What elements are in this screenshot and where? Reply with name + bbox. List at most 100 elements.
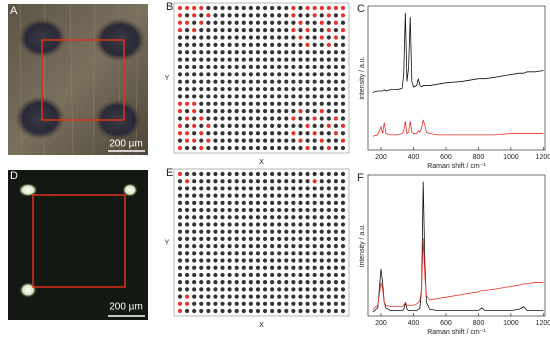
grid-dot xyxy=(270,294,275,299)
grid-dot xyxy=(227,5,232,11)
grid-dot xyxy=(177,57,183,62)
red-dot xyxy=(177,301,183,306)
grid-dot xyxy=(326,244,331,249)
grid-dot xyxy=(248,109,253,114)
grid-dot xyxy=(220,287,225,292)
grid-dot xyxy=(248,138,253,143)
red-dot xyxy=(319,20,324,25)
grid-dot xyxy=(220,258,225,263)
grid-dot xyxy=(340,94,346,99)
grid-dot xyxy=(241,280,246,285)
grid-dot xyxy=(333,200,339,205)
grid-dot xyxy=(192,215,197,220)
grid-dot xyxy=(234,123,239,128)
grid-dot xyxy=(305,116,310,121)
grid-dot xyxy=(333,171,339,177)
grid-dot xyxy=(220,86,225,92)
grid-dot xyxy=(227,207,232,213)
grid-dot xyxy=(298,258,303,263)
grid-dot xyxy=(255,116,261,121)
grid-dot xyxy=(340,186,346,191)
grid-dot xyxy=(319,200,324,205)
grid-dot xyxy=(184,244,190,249)
grid-dot xyxy=(220,179,225,184)
grid-dot xyxy=(312,42,317,47)
grid-dot xyxy=(270,193,275,198)
grid-dot xyxy=(184,236,190,241)
grid-dot xyxy=(277,94,282,99)
grid-dot xyxy=(298,200,303,205)
grid-dot xyxy=(234,272,239,278)
grid-dot xyxy=(234,179,239,184)
grid-dot xyxy=(177,265,183,270)
red-dot xyxy=(326,13,331,18)
grid-dot xyxy=(312,294,317,299)
grid-dot xyxy=(241,251,246,256)
grid-dot xyxy=(199,193,204,198)
grid-dot xyxy=(284,229,289,234)
grid-dot xyxy=(206,272,211,278)
micrograph-d: D 200 µm xyxy=(8,170,148,320)
grid-dot xyxy=(248,287,253,292)
grid-dot xyxy=(206,193,211,198)
grid-dot xyxy=(262,200,268,205)
grid-dot xyxy=(241,28,246,33)
grid-dot xyxy=(213,179,218,184)
grid-dot xyxy=(277,50,282,55)
grid-dot xyxy=(192,294,197,299)
grid-dot xyxy=(199,215,204,220)
grid-dot xyxy=(192,280,197,285)
grid-dot xyxy=(177,280,183,285)
grid-dot xyxy=(177,86,183,92)
grid-dot xyxy=(270,229,275,234)
grid-dot xyxy=(241,109,246,114)
grid-dot xyxy=(255,193,261,198)
grid-dot xyxy=(213,116,218,121)
x-tick-label: 1000 xyxy=(503,154,519,161)
grid-dot xyxy=(305,13,310,18)
grid-dot xyxy=(255,20,261,25)
grid-dot xyxy=(184,72,190,77)
grid-dot xyxy=(319,294,324,299)
grid-dot xyxy=(213,138,218,143)
grid-dot xyxy=(241,72,246,77)
grid-dot xyxy=(248,215,253,220)
grid-dot xyxy=(241,308,246,314)
grid-dot xyxy=(312,244,317,249)
grid-dot xyxy=(227,222,232,227)
grid-dot xyxy=(305,222,310,227)
grid-dot xyxy=(220,94,225,99)
grid-dot xyxy=(277,101,282,106)
grid-dot xyxy=(255,72,261,77)
grid-dot xyxy=(333,79,339,84)
plot-frame xyxy=(367,5,546,151)
grid-dot xyxy=(277,301,282,306)
grid-dot xyxy=(262,13,268,18)
grid-dot xyxy=(291,301,296,306)
grid-dot xyxy=(291,145,296,151)
grid-dot xyxy=(227,294,232,299)
grid-dot xyxy=(184,109,190,114)
grid-dot xyxy=(255,222,261,227)
grid-dot xyxy=(319,145,324,151)
grid-dot xyxy=(248,301,253,306)
grid-dot xyxy=(291,200,296,205)
grid-dot xyxy=(241,116,246,121)
grid-dot xyxy=(177,138,183,143)
grid-dot xyxy=(213,35,218,40)
grid-dot xyxy=(312,272,317,278)
grid-dot xyxy=(326,72,331,77)
grid-dot xyxy=(206,222,211,227)
grid-dot xyxy=(277,294,282,299)
grid-dot xyxy=(312,50,317,55)
grid-dot xyxy=(262,244,268,249)
grid-dot xyxy=(248,131,253,136)
grid-dot xyxy=(333,72,339,77)
grid-dot xyxy=(326,265,331,270)
x-tick-label: 200 xyxy=(375,320,387,327)
grid-dot xyxy=(277,35,282,40)
grid-dot xyxy=(220,251,225,256)
grid-dot xyxy=(234,109,239,114)
grid-dot xyxy=(248,222,253,227)
